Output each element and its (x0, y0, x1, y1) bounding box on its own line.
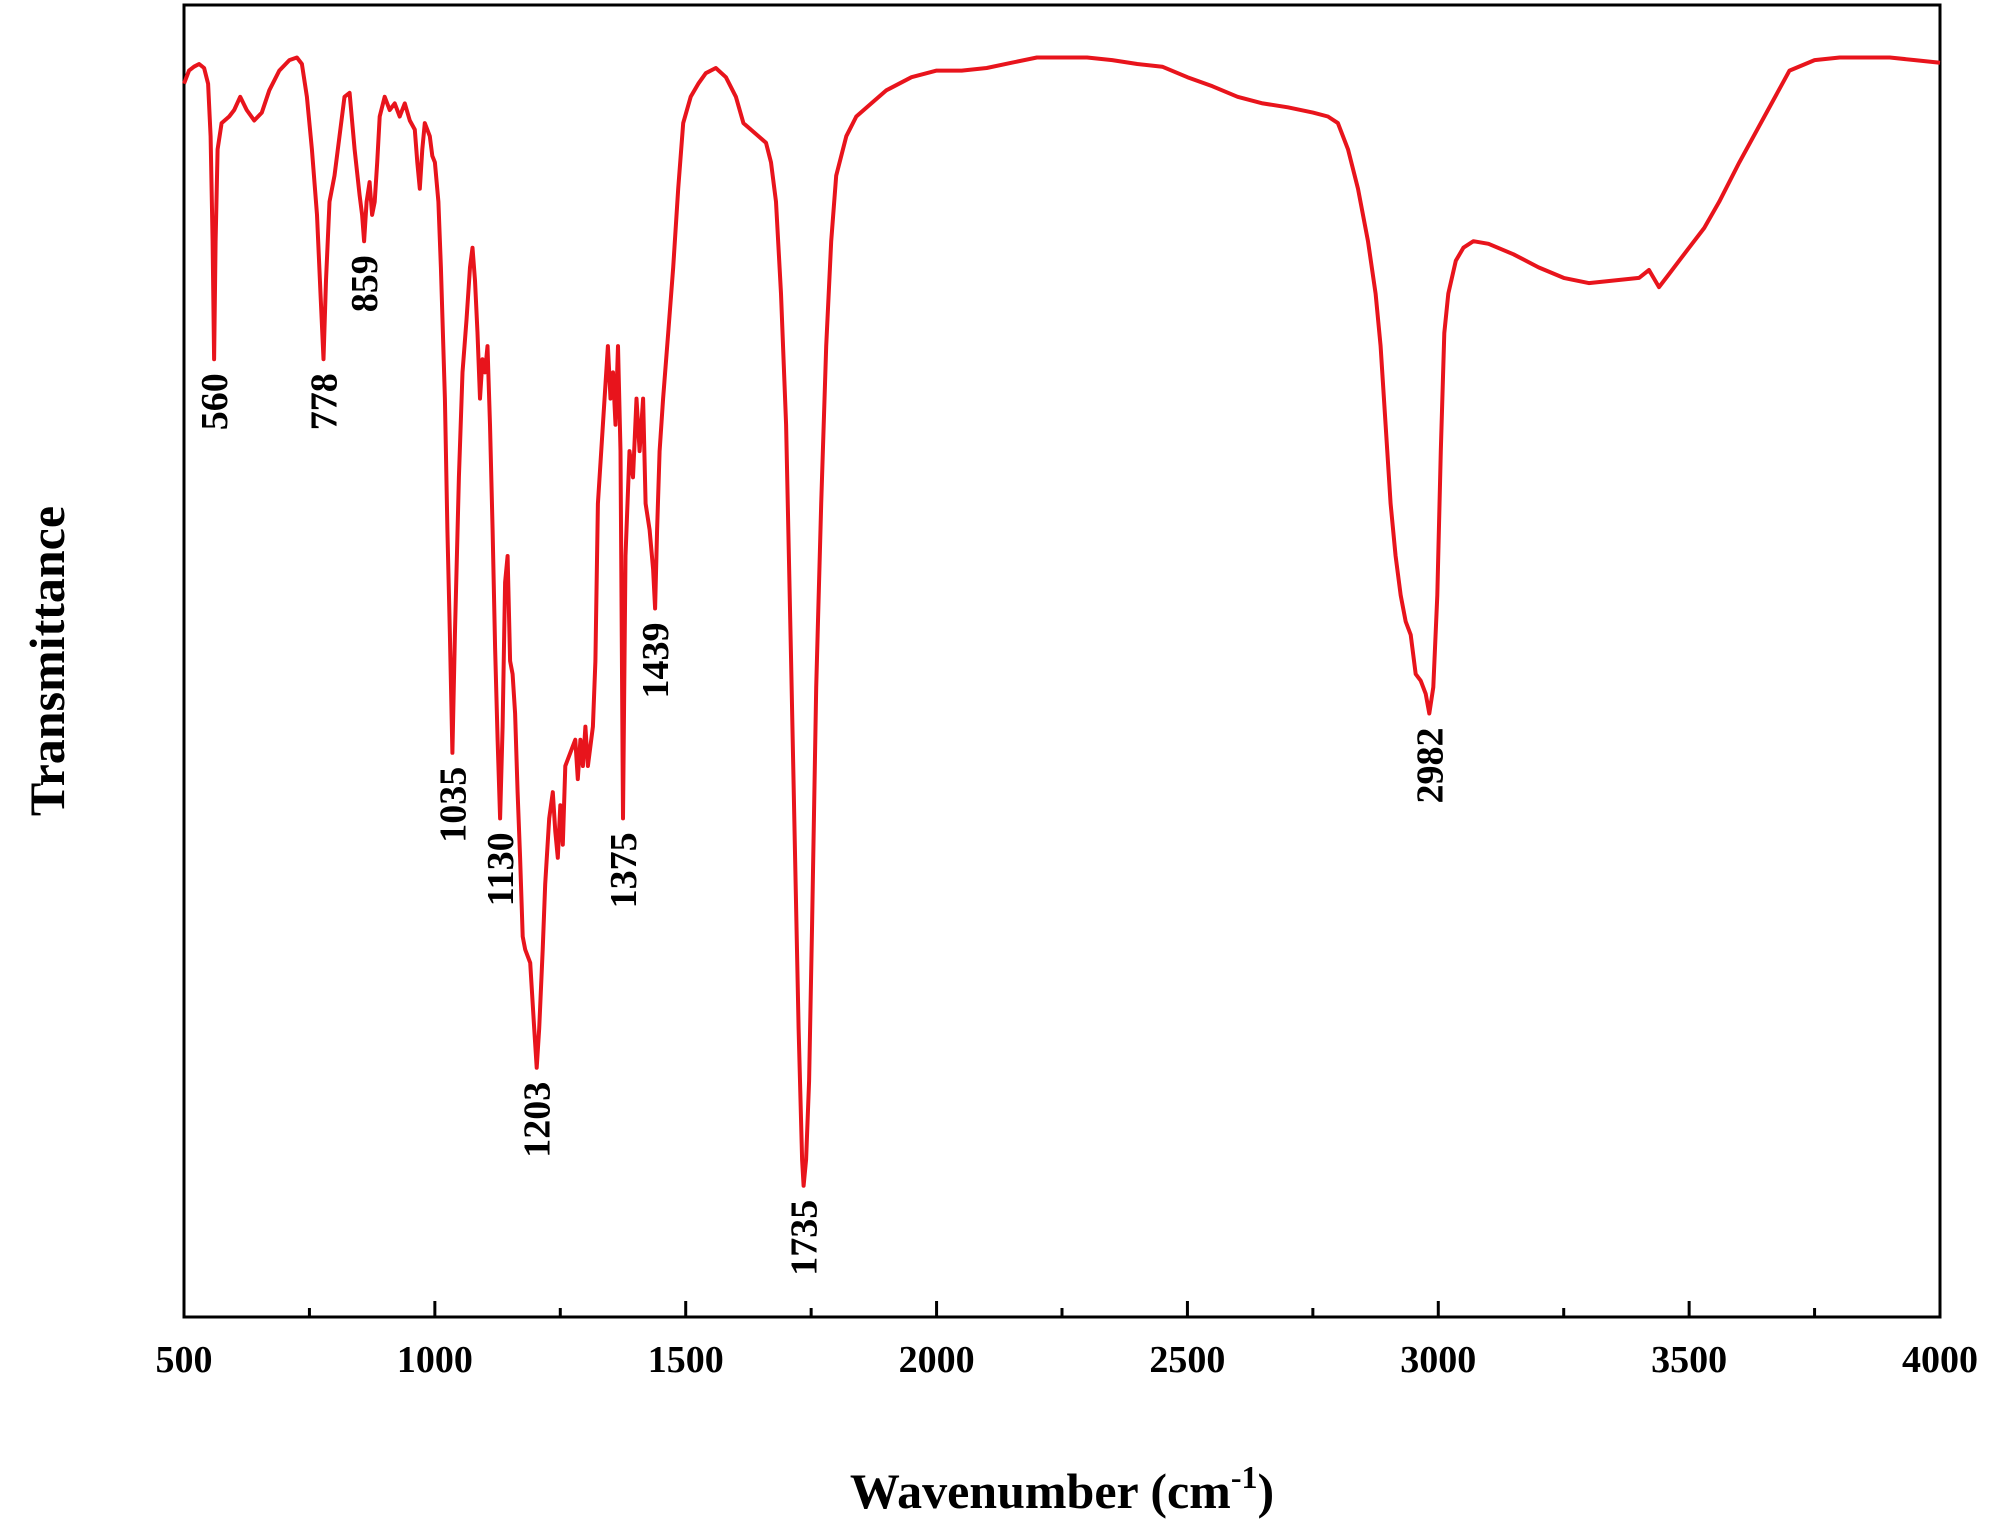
peak-label: 1035 (432, 767, 474, 843)
plot-area-frame (182, 3, 1942, 1319)
x-tick-label: 1500 (648, 1339, 724, 1381)
x-tick-label: 500 (156, 1339, 213, 1381)
x-axis-title-close: ) (1257, 1463, 1274, 1519)
x-axis-tick-labels: 500 1000 1500 2000 2500 3000 3500 4000 (156, 1339, 1979, 1381)
peak-label: 1439 (635, 623, 677, 699)
peak-label: 2982 (1409, 728, 1451, 804)
y-axis-title: Transmittance (19, 506, 75, 816)
x-tick-label: 4000 (1902, 1339, 1978, 1381)
x-tick-label: 3000 (1400, 1339, 1476, 1381)
x-axis-title: Wavenumber (cm-1) (850, 1459, 1274, 1519)
peak-label: 1375 (603, 832, 645, 908)
x-axis-ticks (182, 1301, 1942, 1317)
x-tick-label: 2000 (899, 1339, 975, 1381)
x-axis-title-superscript: -1 (1231, 1459, 1258, 1495)
x-tick-label: 3500 (1651, 1339, 1727, 1381)
peak-label: 1735 (784, 1200, 826, 1276)
peak-label: 560 (194, 373, 236, 430)
peak-label: 859 (344, 255, 386, 312)
peak-label: 1130 (480, 832, 522, 906)
peak-label: 1203 (517, 1082, 559, 1158)
x-tick-label: 2500 (1149, 1339, 1225, 1381)
peak-label: 778 (304, 373, 346, 430)
x-tick-label: 1000 (397, 1339, 473, 1381)
spectrum-series-line (182, 55, 1941, 1188)
